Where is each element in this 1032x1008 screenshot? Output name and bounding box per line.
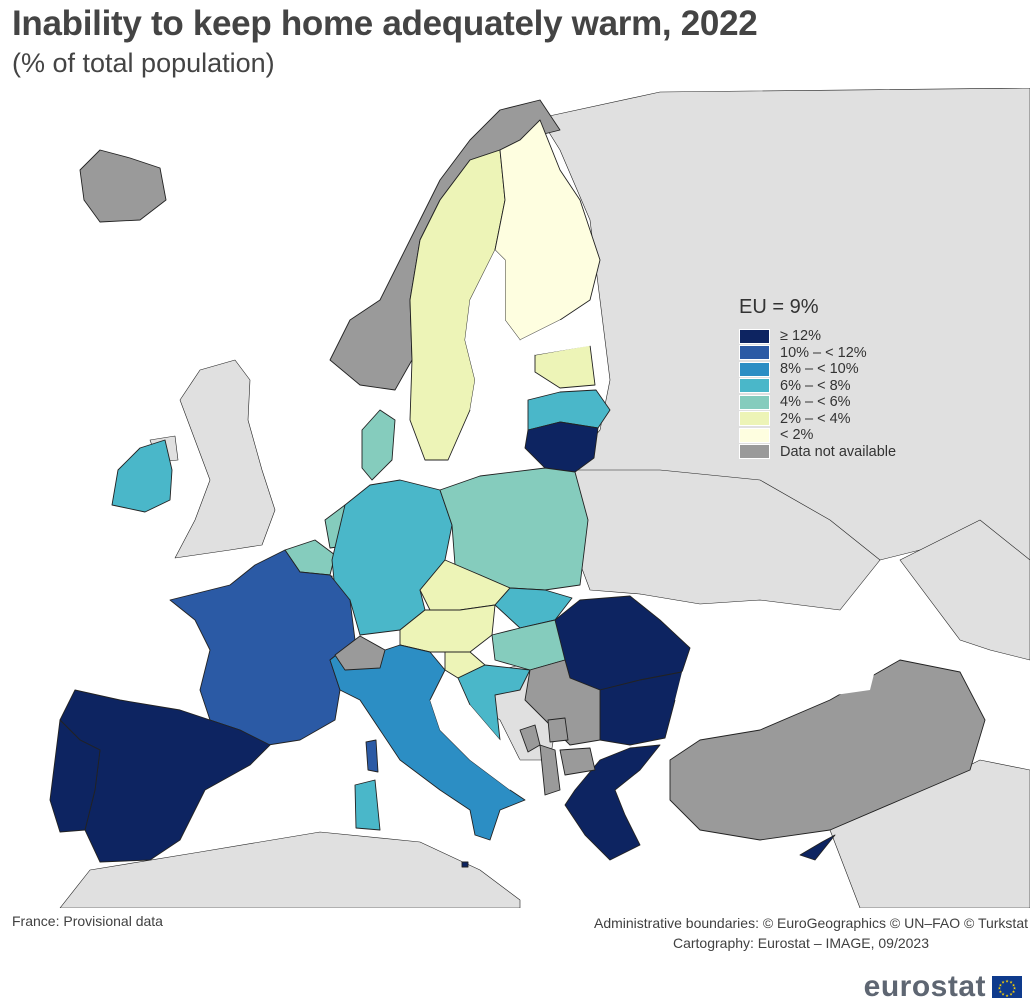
country-denmark xyxy=(361,409,396,481)
country-albania xyxy=(539,744,561,796)
legend-item: 4% – < 6% xyxy=(739,394,939,411)
eu-flag-icon: ★ ★ ★ ★ ★ ★ ★ ★ ★ ★ ★ ★ xyxy=(992,976,1022,998)
country-lithuania xyxy=(524,421,599,473)
country-turkey xyxy=(669,659,986,841)
ukraine-region xyxy=(565,469,881,611)
svg-text:★: ★ xyxy=(999,989,1003,994)
baltic-sea xyxy=(465,250,520,410)
svg-text:★: ★ xyxy=(1013,986,1017,991)
country-iceland xyxy=(79,149,167,223)
legend-label: 10% – < 12% xyxy=(780,344,867,361)
legend-label: 6% – < 8% xyxy=(780,377,851,394)
svg-text:★: ★ xyxy=(1009,992,1013,997)
country-poland xyxy=(439,467,589,591)
uk-region xyxy=(174,359,276,559)
legend-label: Data not available xyxy=(780,443,897,460)
eurostat-wordmark: eurostat xyxy=(863,970,986,1003)
legend-item: 8% – < 10% xyxy=(739,361,939,378)
legend-item: 2% – < 4% xyxy=(739,411,939,428)
map-legend: EU = 9% ≥ 12% 10% – < 12% 8% – < 10% 6% – <… xyxy=(739,296,939,460)
caucasus-region xyxy=(899,519,1030,661)
svg-text:★: ★ xyxy=(1005,978,1009,983)
country-kosovo xyxy=(547,717,569,743)
legend-item: ≥ 12% xyxy=(739,328,939,345)
eurostat-logo: eurostat ★ ★ ★ ★ ★ ★ ★ ★ ★ ★ ★ ★ xyxy=(864,970,1022,1004)
country-sardinia xyxy=(354,779,381,831)
country-switzerland xyxy=(334,635,386,671)
credits-boundaries: Administrative boundaries: © EuroGeograp… xyxy=(593,915,1028,931)
svg-text:★: ★ xyxy=(1009,980,1013,985)
credits: Administrative boundaries: © EuroGeograp… xyxy=(594,913,1028,953)
north-africa-region xyxy=(59,831,521,908)
legend-swatch xyxy=(739,345,770,361)
legend-item: 6% – < 8% xyxy=(739,378,939,395)
legend-label: 4% – < 6% xyxy=(780,394,851,411)
country-greece xyxy=(564,744,661,861)
legend-swatch xyxy=(739,328,770,344)
legend-label: 2% – < 4% xyxy=(780,410,851,427)
legend-item: < 2% xyxy=(739,427,939,444)
legend-swatch xyxy=(739,378,770,394)
map-subtitle: (% of total population) xyxy=(12,48,275,78)
svg-text:★: ★ xyxy=(1012,989,1016,994)
legend-label: 8% – < 10% xyxy=(780,361,859,378)
legend-item: Data not available xyxy=(739,444,939,461)
country-north-macedonia xyxy=(559,747,596,776)
legend-swatch xyxy=(739,361,770,377)
legend-swatch xyxy=(739,427,770,443)
map-title: Inability to keep home adequately warm, … xyxy=(12,4,758,43)
legend-label: < 2% xyxy=(780,427,814,444)
svg-text:★: ★ xyxy=(1005,993,1009,998)
svg-text:★: ★ xyxy=(1001,980,1005,985)
legend-heading: EU = 9% xyxy=(739,296,819,318)
black-sea xyxy=(675,620,880,720)
legend-label: ≥ 12% xyxy=(780,328,822,345)
credits-cartography: Cartography: Eurostat – IMAGE, 09/2023 xyxy=(672,935,929,951)
svg-text:★: ★ xyxy=(1012,982,1016,987)
country-ireland xyxy=(111,439,173,513)
country-corsica xyxy=(365,739,379,773)
choropleth-map xyxy=(10,88,1030,908)
country-bulgaria xyxy=(599,671,683,746)
legend-swatch xyxy=(739,444,770,460)
adriatic-sea xyxy=(430,700,520,790)
gulf-of-finland xyxy=(520,320,600,355)
country-italy xyxy=(329,639,526,841)
country-serbia xyxy=(524,659,601,746)
svg-text:★: ★ xyxy=(998,986,1002,991)
country-croatia xyxy=(457,664,531,741)
legend-swatch xyxy=(739,411,770,427)
country-malta xyxy=(461,861,469,868)
legend-item: 10% – < 12% xyxy=(739,345,939,362)
country-cyprus xyxy=(799,834,836,861)
svg-text:★: ★ xyxy=(1001,992,1005,997)
svg-text:★: ★ xyxy=(999,982,1003,987)
legend-swatch xyxy=(739,394,770,410)
footnote: France: Provisional data xyxy=(12,913,163,929)
country-portugal xyxy=(49,719,101,833)
